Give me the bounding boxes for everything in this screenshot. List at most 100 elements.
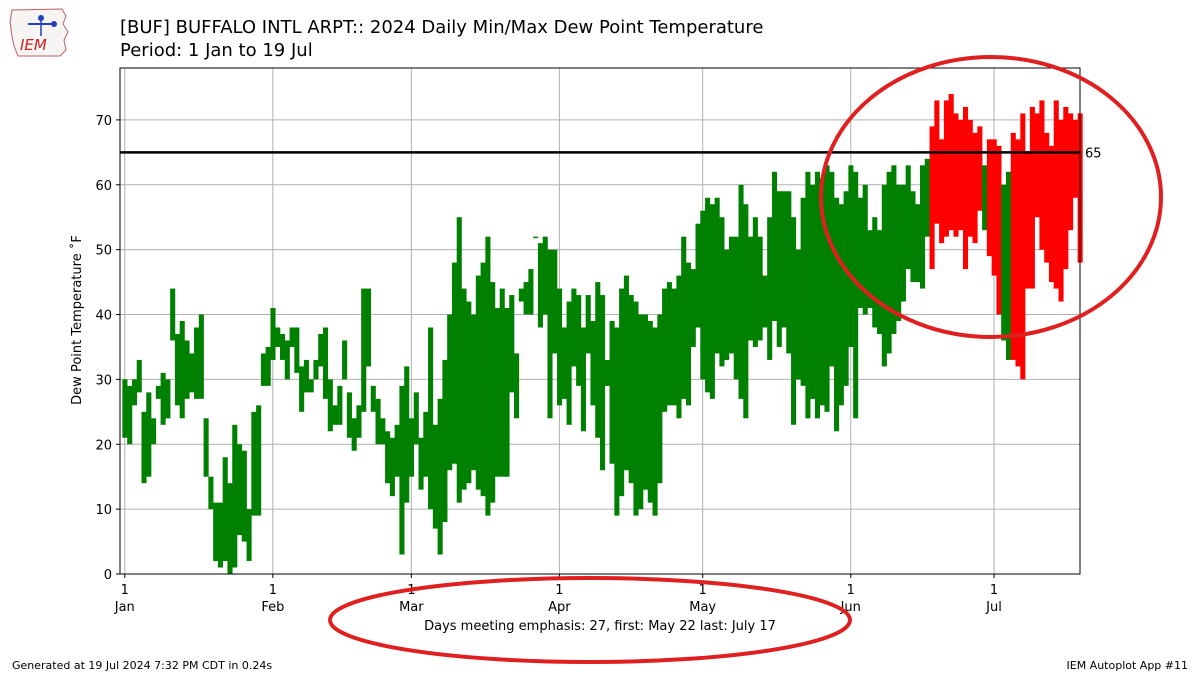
range-bar (547, 249, 553, 419)
emphasis-bar (1029, 106, 1035, 289)
x-tick-label-month: Jun (840, 600, 861, 615)
range-bar (533, 236, 539, 239)
x-tick-label-day: 1 (990, 583, 998, 598)
range-bar (695, 223, 701, 328)
range-bar (557, 288, 563, 406)
range-bar (585, 295, 591, 354)
range-bar (862, 184, 868, 315)
range-bar (514, 353, 520, 419)
range-bar (404, 366, 410, 503)
logo-text: IEM (20, 36, 47, 54)
range-bar (203, 418, 209, 477)
range-bar (370, 385, 376, 412)
range-bar (394, 424, 400, 477)
emphasis-bar (1058, 119, 1064, 302)
x-tick-label-day: 1 (269, 583, 277, 598)
emphasis-bar (943, 100, 949, 237)
range-bar (576, 295, 582, 386)
range-bar (351, 418, 357, 451)
emphasis-bar (1020, 113, 1026, 380)
range-bar (838, 204, 844, 406)
range-bar (982, 165, 988, 231)
range-bar (504, 308, 510, 477)
range-bar (528, 269, 534, 315)
emphasis-bar (958, 119, 964, 231)
range-bar (762, 275, 768, 328)
emphasis-bar (939, 139, 945, 244)
range-bar (480, 262, 486, 497)
emphasis-bar (1072, 119, 1078, 198)
emphasis-bar (991, 139, 997, 276)
range-bar (623, 275, 629, 471)
range-bar (523, 282, 529, 315)
range-bar (432, 424, 438, 529)
range-bar (471, 314, 477, 471)
range-bar (566, 301, 572, 425)
range-bar (361, 288, 367, 412)
emphasis-bar (1039, 100, 1045, 250)
emphasis-bar (1063, 106, 1069, 270)
range-bar (251, 411, 257, 516)
range-bar (494, 308, 501, 477)
range-bar (179, 321, 185, 419)
range-bar (872, 217, 878, 328)
app-label: IEM Autoplot App #11 (1066, 659, 1189, 672)
range-bar (595, 282, 601, 438)
range-bar (829, 171, 835, 367)
x-tick-label-month: Jul (985, 600, 1002, 615)
emphasis-bar (934, 100, 940, 224)
range-bar (194, 327, 200, 399)
range-bar (709, 204, 715, 399)
range-bar (299, 366, 305, 412)
range-bar (724, 249, 730, 360)
range-bar (308, 379, 314, 393)
emphasis-bar (1025, 152, 1031, 289)
range-bar (313, 359, 319, 380)
x-tick-label-day: 1 (555, 583, 563, 598)
range-bar (638, 314, 644, 510)
y-tick-label: 0 (104, 568, 112, 583)
range-bar (714, 197, 720, 354)
range-bar (800, 197, 806, 386)
range-bar (647, 321, 653, 503)
y-tick-label: 60 (95, 179, 112, 194)
range-bar (814, 171, 821, 419)
range-bar (819, 178, 825, 406)
range-bar (380, 418, 386, 445)
x-tick-label-month: Feb (261, 600, 284, 615)
emphasis-bar (977, 126, 983, 211)
range-bar (256, 405, 262, 516)
range-bar (208, 476, 214, 510)
range-bar (160, 372, 166, 425)
range-bar (141, 411, 147, 484)
range-bar (442, 359, 448, 523)
range-bar (719, 217, 725, 367)
iem-logo[interactable]: IEM (8, 6, 74, 60)
range-bar (275, 327, 281, 347)
range-bar (318, 333, 324, 367)
range-bar (685, 262, 692, 406)
range-bar (342, 340, 348, 380)
range-bar (733, 236, 739, 380)
range-bar (537, 243, 543, 328)
range-bar (456, 217, 462, 503)
range-bar (1005, 171, 1012, 360)
range-bar (681, 236, 687, 399)
range-bar (485, 236, 491, 516)
range-bar (490, 282, 496, 503)
range-bar (900, 184, 906, 302)
x-tick-label-day: 1 (699, 583, 707, 598)
range-bar (461, 288, 467, 490)
emphasis-bar (972, 132, 978, 244)
range-bar (413, 392, 419, 445)
emphasis-bar (1068, 113, 1074, 231)
range-bar (853, 171, 859, 419)
range-bar (198, 314, 204, 399)
range-bar (561, 327, 567, 399)
y-tick-label: 40 (95, 309, 112, 324)
range-bar (757, 236, 763, 341)
range-bar (628, 295, 634, 484)
range-bar (867, 230, 873, 309)
range-bar (303, 359, 309, 393)
